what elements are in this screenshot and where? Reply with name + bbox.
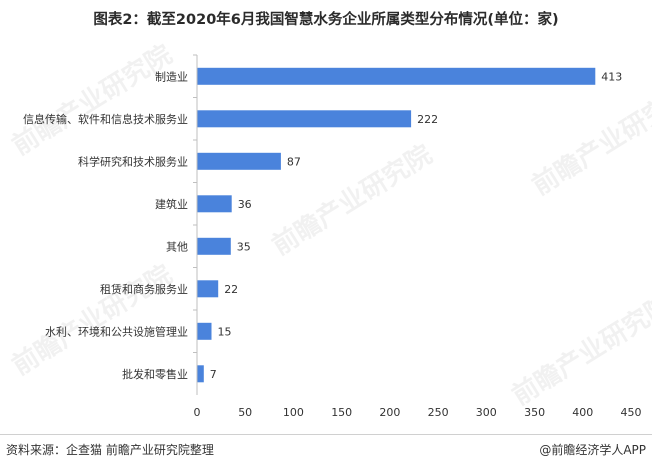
bar xyxy=(197,67,596,85)
x-tick-label: 100 xyxy=(283,406,304,419)
category-label: 制造业 xyxy=(155,69,188,83)
data-label: 15 xyxy=(218,325,232,338)
x-tick-label: 300 xyxy=(476,406,497,419)
data-label: 36 xyxy=(238,198,252,211)
x-tick-label: 0 xyxy=(194,406,201,419)
category-label: 建筑业 xyxy=(155,197,188,211)
category-label: 科学研究和技术服务业 xyxy=(78,154,188,168)
data-label: 222 xyxy=(417,113,438,126)
category-label: 信息传输、软件和信息技术服务业 xyxy=(23,112,188,126)
x-tick-label: 250 xyxy=(428,406,449,419)
brand-label: @前瞻经济学人APP xyxy=(539,443,646,457)
data-label: 35 xyxy=(237,240,251,253)
footer-divider xyxy=(0,434,652,435)
category-label: 水利、环境和公共设施管理业 xyxy=(45,324,188,338)
x-tick-label: 150 xyxy=(331,406,352,419)
bar xyxy=(197,110,412,128)
data-label: 22 xyxy=(224,283,238,296)
bar xyxy=(197,322,212,340)
bar-chart: 413 222 87 36 35 22 15 7 制造业信息传输、软件和信息技术服务业科学研究… xyxy=(23,54,642,419)
data-label: 7 xyxy=(210,368,217,381)
x-tick-label: 350 xyxy=(524,406,545,419)
bar xyxy=(197,280,219,298)
x-tick-label: 50 xyxy=(238,406,252,419)
x-tick-label: 400 xyxy=(572,406,593,419)
bar xyxy=(197,365,204,383)
bar xyxy=(197,237,231,255)
bar xyxy=(197,195,232,213)
category-label: 其他 xyxy=(166,240,188,253)
x-tick-label: 200 xyxy=(379,406,400,419)
x-tick-label: 450 xyxy=(621,406,642,419)
data-label: 87 xyxy=(287,155,301,168)
category-label: 租赁和商务服务业 xyxy=(100,282,188,296)
source-note: 资料来源：企查猫 前瞻产业研究院整理 xyxy=(6,443,214,457)
data-label: 413 xyxy=(601,70,622,83)
chart-title: 图表2：截至2020年6月我国智慧水务企业所属类型分布情况(单位：家) xyxy=(93,12,559,28)
category-label: 批发和零售业 xyxy=(122,367,188,381)
bar xyxy=(197,152,281,170)
